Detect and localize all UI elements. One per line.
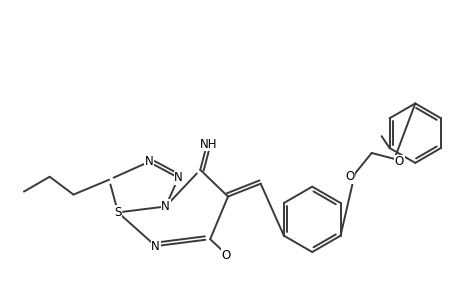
Text: N: N [151, 240, 160, 253]
Text: N: N [174, 171, 183, 184]
Text: N: N [144, 155, 153, 168]
Text: N: N [161, 200, 170, 213]
Text: NH: NH [199, 138, 217, 151]
Text: O: O [345, 170, 354, 183]
Text: O: O [221, 248, 230, 262]
Text: S: S [114, 206, 122, 219]
Text: O: O [394, 155, 403, 168]
